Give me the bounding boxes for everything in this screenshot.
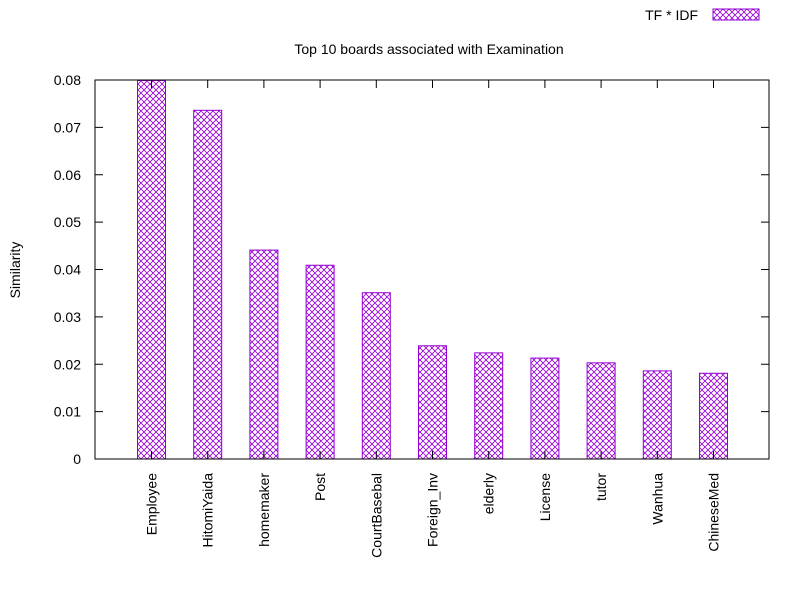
- y-tick-label: 0.05: [54, 214, 81, 230]
- bar-employee: [138, 80, 166, 459]
- bar-homemaker: [250, 250, 278, 459]
- y-axis-label: Similarity: [7, 242, 23, 299]
- bar-elderly: [475, 353, 503, 459]
- x-tick-label: Wanhua: [649, 473, 665, 525]
- bar-chinesemed: [700, 373, 728, 459]
- x-tick-label: elderly: [481, 473, 497, 514]
- y-tick-label: 0.08: [54, 72, 81, 88]
- bar-courtbasebal: [362, 293, 390, 459]
- x-tick-label: tutor: [593, 473, 609, 501]
- bar-post: [306, 265, 334, 459]
- bar-tutor: [587, 363, 615, 459]
- y-tick-label: 0: [73, 451, 81, 467]
- y-tick-label: 0.06: [54, 167, 81, 183]
- bar-wanhua: [643, 371, 671, 459]
- x-tick-label: Post: [312, 473, 328, 501]
- x-tick-label: homemaker: [256, 473, 272, 547]
- bar-hitomiyaida: [194, 110, 222, 459]
- x-axis-ticks: Employee HitomiYaida homemaker Post CourtBas…: [144, 80, 722, 558]
- x-tick-label: License: [537, 473, 553, 521]
- y-tick-label: 0.03: [54, 309, 81, 325]
- y-tick-label: 0.01: [54, 404, 81, 420]
- x-tick-label: ChineseMed: [706, 473, 722, 552]
- legend-swatch: [713, 9, 759, 20]
- x-tick-label: Foreign_Inv: [425, 473, 441, 547]
- bar-foreign-inv: [419, 346, 447, 459]
- bars: [138, 80, 728, 459]
- legend: TF * IDF: [645, 7, 759, 23]
- chart-title: Top 10 boards associated with Examinatio…: [294, 41, 563, 57]
- legend-label: TF * IDF: [645, 7, 698, 23]
- y-tick-label: 0.02: [54, 356, 81, 372]
- x-tick-label: Employee: [144, 473, 160, 535]
- y-tick-label: 0.07: [54, 119, 81, 135]
- bar-license: [531, 358, 559, 459]
- y-tick-label: 0.04: [54, 262, 81, 278]
- x-tick-label: CourtBasebal: [368, 473, 384, 558]
- x-tick-label: HitomiYaida: [200, 473, 216, 548]
